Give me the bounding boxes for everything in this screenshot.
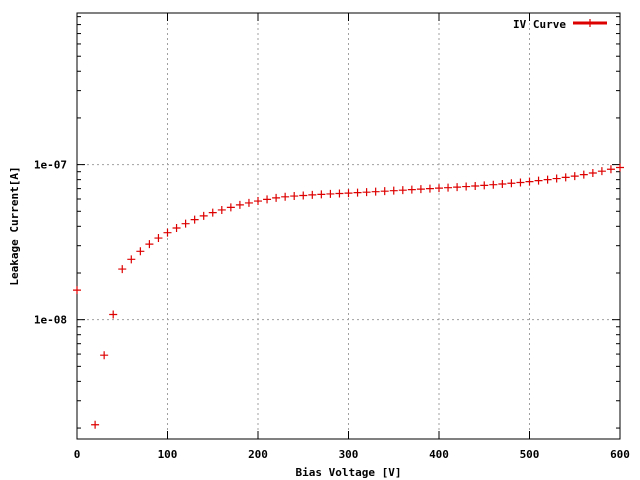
data-point [353,188,362,197]
data-point [444,183,453,192]
data-point [235,200,244,209]
data-point [371,187,380,196]
data-point [389,186,398,195]
data-point [416,185,425,194]
data-point [543,175,552,184]
data-point [308,190,317,199]
data-point [407,185,416,194]
data-point [299,191,308,200]
data-point [154,234,163,243]
data-point [244,198,253,207]
x-tick-label: 600 [610,448,630,461]
data-point [100,351,109,360]
data-point [344,189,353,198]
data-point [190,215,199,224]
data-point [425,184,434,193]
data-point [145,240,154,249]
data-point [181,219,190,228]
data-point [91,420,100,429]
plot-frame [76,12,621,440]
data-point [606,165,615,174]
data-point [172,224,181,233]
data-point [226,203,235,212]
data-point [109,310,118,319]
y-tick-label: 1e-07 [34,159,67,172]
data-point [534,176,543,185]
data-point [616,163,624,172]
data-point [588,168,597,177]
x-tick-label: 400 [429,448,449,461]
legend-marker [586,19,594,27]
data-point [362,188,371,197]
data-point [163,228,172,237]
data-point [263,195,272,204]
data-point [380,187,389,196]
legend: IV Curve [513,18,607,31]
axis-ticks: 0 100 200 300 400 500 600 1e-08 1e-07 [34,13,630,461]
data-point [254,197,262,206]
grid-lines [77,13,620,439]
data-point [525,177,534,186]
legend-label: IV Curve [513,18,566,31]
x-tick-label: 200 [248,448,268,461]
data-point [73,286,81,295]
data-point [480,181,489,190]
data-point [272,193,281,202]
data-point [208,208,217,217]
data-point [561,173,570,182]
data-point [317,190,326,199]
data-point [471,181,480,190]
y-tick-label: 1e-08 [34,314,67,327]
data-point [498,179,507,188]
y-axis-label: Leakage Current[A] [8,166,21,285]
data-point [136,247,145,256]
data-point [398,186,407,195]
data-series [73,163,624,429]
x-tick-label: 300 [339,448,359,461]
data-point [453,183,462,192]
x-axis-label: Bias Voltage [V] [296,466,402,479]
data-point [507,179,516,188]
data-point [579,170,588,179]
data-point [489,180,498,189]
data-point [290,192,299,201]
data-point [326,189,335,198]
data-point [118,265,127,274]
data-point [335,189,344,198]
x-tick-label: 100 [158,448,178,461]
data-point [127,255,136,264]
data-point [552,174,561,183]
data-point [516,178,525,187]
data-point [217,205,226,214]
data-point [281,192,290,201]
data-point [570,172,579,181]
data-point [597,167,606,176]
x-tick-label: 500 [520,448,540,461]
data-point [435,184,443,193]
data-point [199,211,208,220]
data-point [462,182,471,191]
x-tick-label: 0 [74,448,81,461]
